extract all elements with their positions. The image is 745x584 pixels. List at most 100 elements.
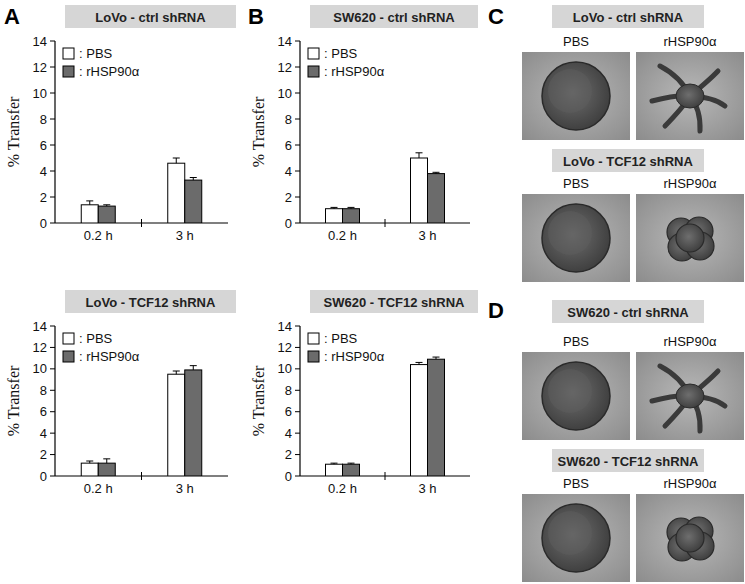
group-title-box [552, 5, 704, 28]
micrograph-bg [522, 52, 630, 140]
error-cap [331, 207, 338, 208]
condition-label: rHSP90α [663, 476, 717, 491]
bar [343, 209, 360, 223]
axis-break [141, 219, 142, 227]
bars [326, 153, 445, 223]
panel-letter: A [4, 4, 20, 29]
y-tick-label: 2 [40, 447, 47, 462]
bar [326, 209, 343, 223]
legend-swatch [63, 48, 74, 59]
y-tick [50, 390, 55, 391]
bar [81, 463, 98, 476]
error-bar [86, 461, 93, 463]
legend-swatch [308, 66, 319, 77]
legend-label: : PBS [79, 331, 113, 346]
y-tick-label: 14 [33, 34, 47, 49]
error-cap [173, 158, 180, 159]
error-bar [173, 371, 180, 374]
error-cap [86, 200, 93, 201]
y-tick-label: 6 [285, 404, 292, 419]
y-tick-label: 8 [40, 383, 47, 398]
y-tick-label: 4 [40, 164, 47, 179]
error-bar [190, 366, 197, 370]
y-tick-label: 10 [33, 361, 47, 376]
legend-label: : rHSP90α [79, 349, 140, 364]
bar [98, 463, 115, 476]
y-tick [295, 326, 300, 327]
y-tick-label: 12 [278, 60, 292, 75]
group-title: LoVo - ctrl shRNA [573, 10, 684, 25]
bar [326, 464, 343, 476]
y-tick [50, 93, 55, 94]
legend-swatch [63, 66, 74, 77]
y-tick [50, 119, 55, 120]
error-cap [433, 357, 440, 358]
error-cap [416, 152, 423, 153]
error-bar [433, 357, 440, 359]
y-tick-label: 10 [278, 86, 292, 101]
chart-title: SW620 - TCF12 shRNA [324, 295, 465, 310]
condition-label: rHSP90α [663, 34, 717, 49]
group-title-box [552, 149, 704, 172]
y-tick-label: 0 [285, 469, 292, 484]
y-tick [50, 67, 55, 68]
x-tick-label: 3 h [418, 228, 436, 243]
cell-lobe [676, 524, 704, 552]
bars [81, 366, 202, 476]
x-tick-label: 0.2 h [84, 481, 113, 496]
y-tick [295, 119, 300, 120]
micrograph-bg [636, 494, 744, 582]
error-bar [331, 207, 338, 208]
group-title: LoVo - TCF12 shRNA [563, 154, 693, 169]
y-axis-label: % Transfer [5, 365, 22, 436]
error-bar [433, 172, 440, 173]
x-tick-label: 0.2 h [328, 481, 357, 496]
y-tick-label: 8 [285, 112, 292, 127]
figure: LoVo - ctrl shRNA % Transfer 0 2 4 6 8 10 12 14 0.… [0, 0, 745, 584]
bar [98, 206, 115, 223]
error-cap [86, 461, 93, 462]
y-tick [295, 145, 300, 146]
error-cap [348, 463, 355, 464]
y-tick [295, 41, 300, 42]
micrograph-group: SW620 - ctrl shRNAPBSrHSP90α [522, 300, 744, 440]
y-tick [295, 476, 300, 477]
y-tick-label: 2 [285, 447, 292, 462]
legend: : PBS : rHSP90α [63, 331, 140, 364]
title-box [65, 290, 236, 313]
group-title: SW620 - ctrl shRNA [567, 305, 689, 320]
error-bar [416, 362, 423, 364]
y-tick-label: 12 [33, 60, 47, 75]
y-axis-label: % Transfer [5, 96, 22, 167]
y-tick-label: 4 [285, 164, 292, 179]
title-box [310, 5, 478, 28]
y-axis [54, 326, 55, 476]
error-bar [103, 205, 110, 206]
cell-body [676, 84, 704, 108]
y-axis [299, 41, 300, 223]
condition-label: rHSP90α [663, 176, 717, 191]
y-tick [50, 171, 55, 172]
error-bar [331, 463, 338, 464]
error-bar [348, 463, 355, 464]
group-title-box [552, 449, 704, 472]
micrograph-bg [636, 194, 744, 282]
y-tick-label: 12 [278, 340, 292, 355]
bar [428, 174, 445, 223]
group-title: SW620 - TCF12 shRNA [558, 454, 699, 469]
chart: LoVo - TCF12 shRNA% Transfer024681012140… [5, 290, 236, 496]
cell-lobe [676, 224, 704, 252]
y-tick-label: 14 [278, 34, 292, 49]
legend-label: : PBS [324, 46, 358, 61]
bar [428, 359, 445, 476]
y-tick [50, 433, 55, 434]
error-stem [193, 366, 194, 370]
cell-texture [548, 69, 592, 113]
cell-body [542, 504, 610, 572]
y-tick-label: 8 [285, 383, 292, 398]
y-tick [295, 411, 300, 412]
y-tick [50, 145, 55, 146]
error-bar [86, 201, 93, 205]
y-tick-label: 14 [33, 319, 47, 334]
condition-label: PBS [563, 334, 589, 349]
